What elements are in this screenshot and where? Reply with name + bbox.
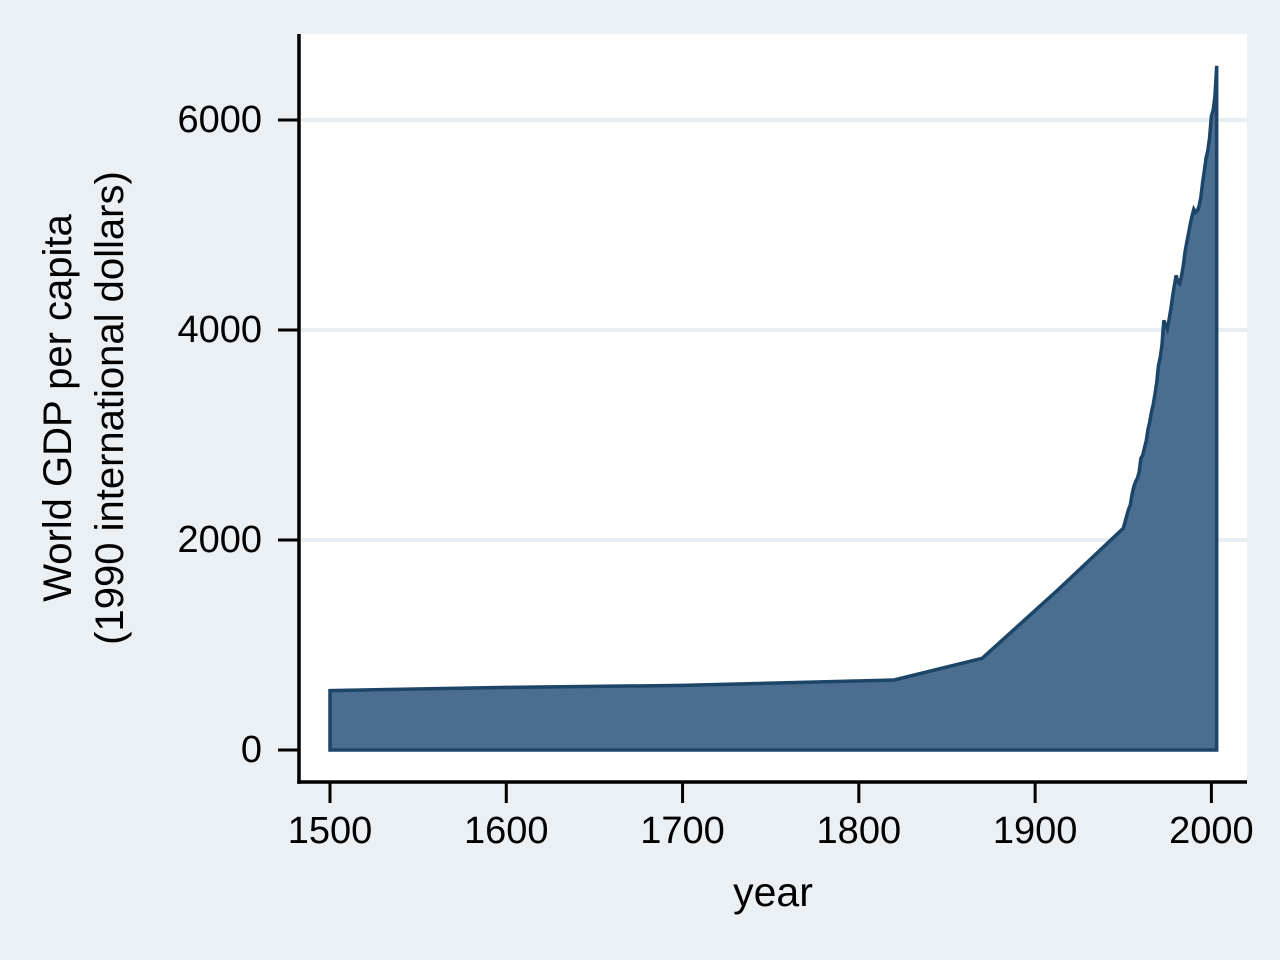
- y-axis-title: World GDP per capita (1990 international…: [32, 34, 136, 782]
- x-tick-label-1600: 1600: [463, 810, 549, 852]
- x-tick-label-1700: 1700: [640, 810, 725, 852]
- x-tick-label-1900: 1900: [992, 810, 1078, 852]
- x-tick-label-1500: 1500: [287, 810, 373, 852]
- y-tick-label-6000: 6000: [177, 99, 262, 141]
- y-tick-label-0: 0: [240, 729, 262, 771]
- y-axis-title-line2: (1990 international dollars): [88, 171, 132, 645]
- x-axis-title: year: [733, 869, 813, 915]
- y-tick-label-4000: 4000: [177, 309, 262, 351]
- x-tick-label-2000: 2000: [1169, 810, 1254, 852]
- gdp-area-series: [328, 65, 1219, 752]
- y-tick-label-2000: 2000: [177, 519, 262, 561]
- x-tick-label-1800: 1800: [816, 810, 902, 852]
- y-axis-title-line1: World GDP per capita: [36, 214, 80, 602]
